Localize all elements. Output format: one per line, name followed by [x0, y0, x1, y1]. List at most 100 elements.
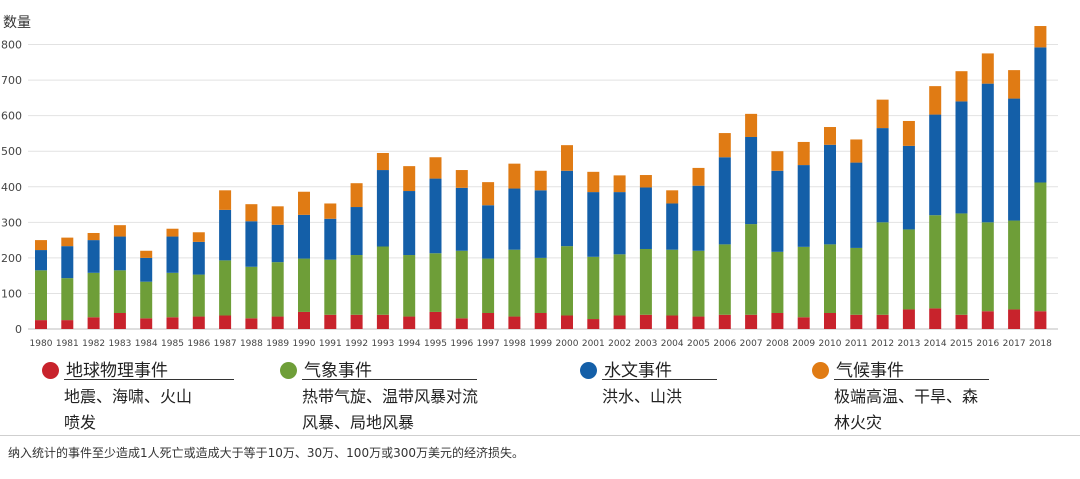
legend-label: 气候事件 [836, 361, 904, 381]
bar-segment-2002-2 [613, 192, 626, 255]
y-tick-label: 800 [1, 39, 22, 52]
legend-dot-blue [580, 362, 597, 379]
bar-segment-1987-3 [219, 190, 232, 210]
bar-segment-2016-1 [981, 222, 994, 312]
bar-segment-1996-3 [455, 170, 468, 188]
footnote-divider [0, 435, 1080, 436]
bar-segment-1989-3 [271, 206, 284, 225]
x-tick-label: 2009 [792, 339, 815, 349]
bar-segment-2008-0 [771, 312, 784, 329]
bar-segment-1991-1 [324, 259, 337, 315]
bar-segment-2010-0 [824, 312, 836, 329]
bar-segment-2006-2 [718, 157, 731, 245]
bar-segment-1983-0 [113, 312, 126, 329]
bar-segment-1986-2 [192, 241, 205, 275]
bar-segment-1984-0 [140, 318, 153, 329]
x-tick-label: 2007 [740, 339, 763, 349]
bar-segment-2001-1 [587, 256, 600, 320]
y-tick-label: 100 [1, 287, 22, 300]
legend-description: 极端高温、干旱、森林火灾 [834, 387, 979, 432]
x-tick-label: 1982 [82, 339, 105, 349]
y-tick-label: 700 [1, 74, 22, 87]
legend-underline [64, 379, 234, 380]
bar-segment-1988-0 [245, 318, 258, 329]
x-tick-label: 2005 [687, 339, 710, 349]
bar-segment-1997-2 [482, 205, 495, 259]
bar-segment-1999-2 [534, 190, 547, 258]
bar-segment-2013-1 [902, 229, 915, 310]
x-tick-label: 1996 [450, 339, 473, 349]
bar-segment-2017-2 [1008, 98, 1021, 221]
bar-segment-2018-2 [1034, 47, 1047, 183]
bar-segment-2007-1 [745, 224, 758, 315]
bar-segment-1981-0 [61, 320, 74, 329]
x-tick-label: 1981 [56, 339, 79, 349]
bar-segment-2009-1 [797, 246, 810, 318]
x-tick-label: 2013 [897, 339, 920, 349]
bar-segment-2004-2 [666, 203, 679, 250]
bar-segment-2013-3 [902, 120, 915, 146]
bar-segment-2005-1 [692, 250, 705, 317]
bar-segment-2016-0 [981, 311, 994, 329]
bar-segment-1992-2 [350, 207, 363, 256]
bar-segment-1985-2 [166, 236, 179, 273]
x-tick-label: 2004 [661, 339, 684, 349]
legend-underline [302, 379, 477, 380]
x-tick-label: 2014 [924, 339, 947, 349]
bar-segment-1991-0 [324, 314, 337, 329]
bar-segment-1998-0 [508, 316, 521, 329]
legend-label: 水文事件 [604, 361, 672, 381]
legend-description: 热带气旋、温带风暴对流风暴、局地风暴 [302, 387, 479, 432]
bar-segment-1987-0 [219, 315, 232, 329]
x-tick-label: 1999 [529, 339, 552, 349]
bar-segment-1993-1 [376, 246, 389, 315]
bar-segment-1982-3 [87, 232, 100, 241]
bar-segment-2000-2 [561, 170, 573, 247]
bar-segment-1982-2 [87, 240, 100, 273]
bar-segment-2000-3 [561, 145, 573, 171]
bar-segment-2004-3 [666, 190, 679, 204]
bar-segment-2009-2 [797, 165, 810, 247]
bar-segment-1997-1 [482, 258, 495, 313]
legend-dot-orange [812, 362, 829, 379]
bar-segment-2010-2 [824, 144, 836, 245]
bar-segment-1998-3 [508, 163, 521, 189]
bar-segment-2002-0 [613, 315, 626, 329]
bar-segment-1987-1 [219, 260, 232, 316]
bar-segment-2005-3 [692, 167, 705, 186]
bar-segment-2005-2 [692, 185, 705, 251]
bar-segment-1986-3 [192, 232, 205, 242]
legend-dot-green [280, 362, 297, 379]
bar-segment-1990-1 [298, 258, 310, 312]
bar-segment-2003-2 [639, 187, 652, 249]
bar-segment-2013-2 [902, 145, 915, 230]
bar-segment-1999-0 [534, 312, 547, 329]
x-tick-label: 2002 [608, 339, 631, 349]
x-tick-label: 1997 [477, 339, 500, 349]
bar-segment-1980-3 [35, 240, 47, 251]
bar-segment-1986-0 [192, 316, 205, 329]
bar-segment-2007-2 [745, 136, 758, 225]
bar-segment-1990-2 [298, 214, 310, 259]
bar-segment-2008-2 [771, 170, 784, 252]
x-tick-label: 2016 [976, 339, 999, 349]
bar-segment-1992-1 [350, 255, 363, 315]
y-tick-label: 600 [1, 110, 22, 123]
x-tick-label: 2018 [1029, 339, 1052, 349]
legend-description: 地震、海啸、火山喷发 [64, 387, 193, 432]
x-tick-label: 2012 [871, 339, 894, 349]
bar-segment-1996-1 [455, 250, 468, 319]
x-tick-label: 1993 [371, 339, 394, 349]
x-tick-label: 1995 [424, 339, 447, 349]
x-tick-label: 2000 [556, 339, 579, 349]
bar-segment-1992-0 [350, 314, 363, 329]
bar-segment-2012-1 [876, 222, 889, 315]
bar-segment-1980-2 [35, 250, 47, 271]
bar-segment-1994-1 [403, 255, 416, 317]
bar-segment-1994-2 [403, 191, 416, 256]
bar-segment-2015-1 [955, 213, 968, 315]
bar-segment-2013-0 [902, 309, 915, 329]
bar-segment-2010-3 [824, 127, 836, 145]
